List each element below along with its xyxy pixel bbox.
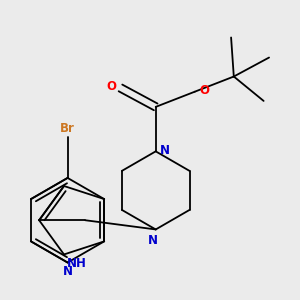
Text: N: N bbox=[160, 144, 170, 157]
Text: O: O bbox=[107, 80, 117, 93]
Text: Br: Br bbox=[60, 122, 75, 134]
Text: N: N bbox=[63, 265, 73, 278]
Text: N: N bbox=[148, 234, 158, 247]
Text: NH: NH bbox=[67, 257, 87, 270]
Text: O: O bbox=[199, 84, 209, 97]
